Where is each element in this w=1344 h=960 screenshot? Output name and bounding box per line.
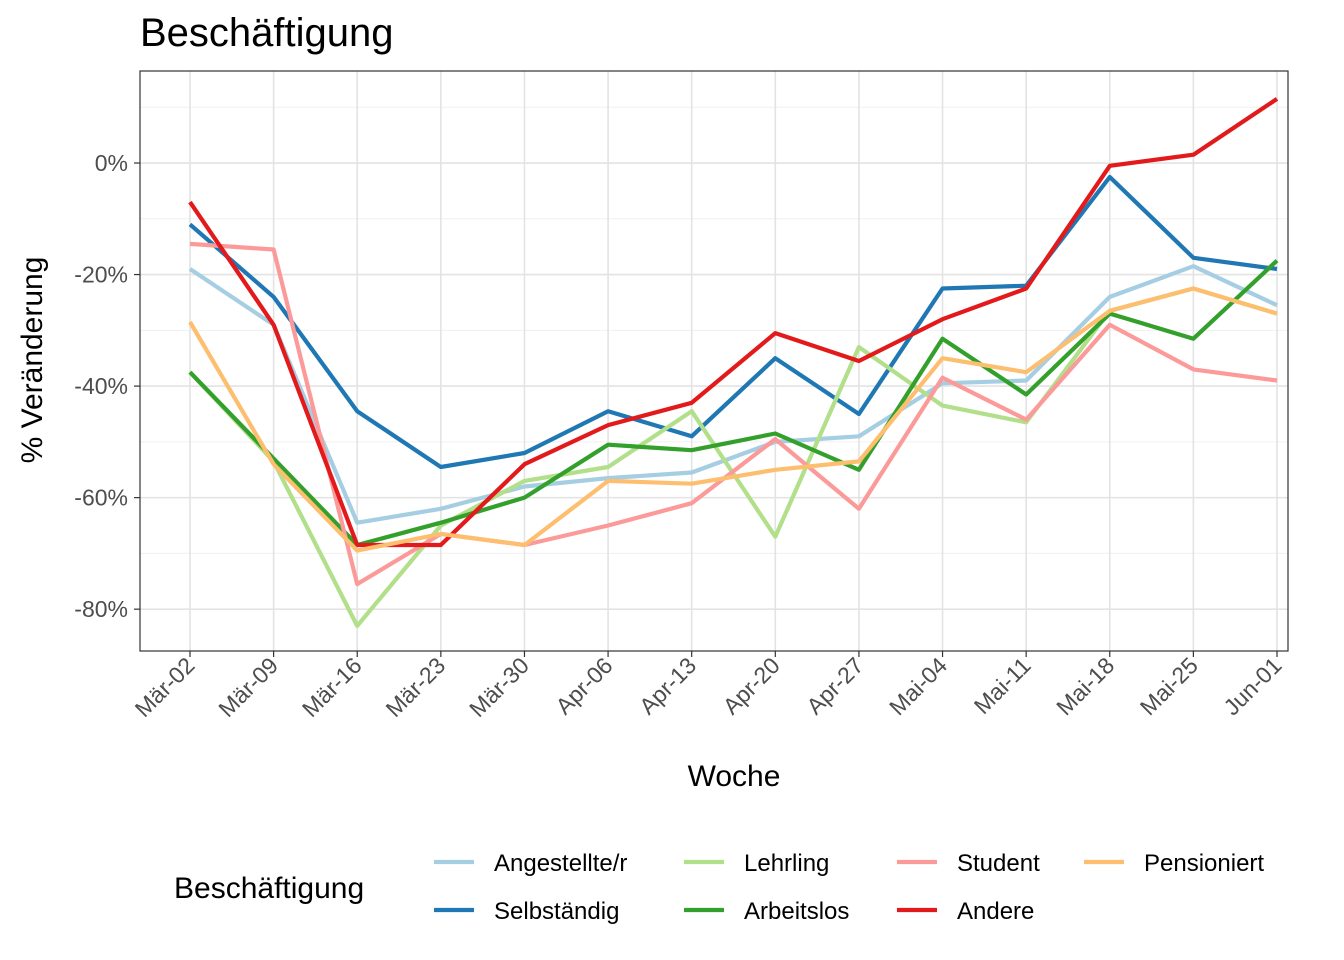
x-tick-label: Mai-18 (1051, 652, 1119, 720)
x-tick-label: Apr-13 (634, 652, 701, 719)
x-axis: Mär-02 Mär-09 Mär-16 Mär-23 Mär-30 Apr-06 Apr-… (130, 651, 1287, 722)
y-axis-title: % Veränderung (16, 257, 49, 464)
x-tick-label: Mai-11 (969, 652, 1036, 719)
x-tick-label: Mai-25 (1135, 652, 1203, 720)
legend-label: Lehrling (744, 850, 829, 877)
legend-label: Andere (957, 898, 1034, 925)
series-line-arbeitslos (188, 259, 1279, 548)
y-tick-label: -20% (74, 262, 128, 288)
chart-title: Beschäftigung (140, 11, 394, 55)
x-tick-label: Apr-27 (801, 652, 868, 719)
series-line-andere (188, 97, 1279, 548)
y-axis: 0% -20% -40% -60% -80% (74, 150, 140, 622)
legend-label: Student (957, 850, 1040, 877)
x-tick-label: Mai-04 (884, 652, 952, 720)
plot-panel (140, 71, 1288, 651)
y-tick-label: -60% (74, 485, 128, 511)
series-line-pensioniert (188, 286, 1278, 553)
legend-items: Angestellte/r Selbständig Lehrling Arbeitsl… (434, 850, 1264, 925)
x-axis-title: Woche (688, 760, 781, 793)
legend: Beschäftigung Angestellte/r Selbständig Le… (174, 850, 1264, 925)
x-tick-label: Mär-30 (464, 652, 534, 722)
x-tick-label: Jun-01 (1218, 652, 1286, 720)
series-line-student (189, 241, 1278, 587)
legend-label: Selbständig (494, 898, 619, 925)
x-tick-label: Apr-06 (550, 652, 617, 719)
grid-minor (140, 106, 1288, 554)
plot-area (139, 70, 1289, 652)
y-tick-label: -80% (74, 596, 128, 622)
series-lines (188, 97, 1279, 629)
plot-border (139, 70, 1289, 652)
series-line-selbst-ndig (188, 174, 1278, 470)
x-tick-label: Mär-16 (297, 652, 367, 722)
x-tick-label: Apr-20 (718, 652, 785, 719)
y-tick-label: 0% (95, 150, 128, 176)
legend-title: Beschäftigung (174, 872, 364, 905)
legend-label: Pensioniert (1144, 850, 1264, 877)
legend-label: Angestellte/r (494, 850, 627, 877)
y-tick-label: -40% (74, 373, 128, 399)
x-tick-label: Mär-02 (130, 652, 200, 722)
x-tick-label: Mär-23 (380, 652, 450, 722)
series-line-angestellte-r (188, 264, 1278, 525)
legend-label: Arbeitslos (744, 898, 849, 925)
x-tick-label: Mär-09 (213, 652, 283, 722)
